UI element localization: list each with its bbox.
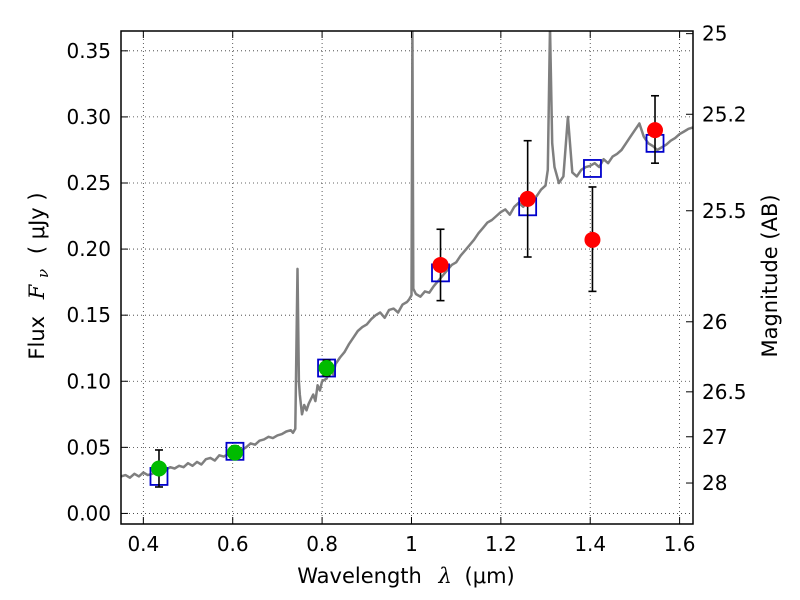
mag-tick-label: 25.2 — [702, 102, 747, 126]
axis-ticks: 0.4 0.6 0.8 1 1.2 1.4 1.6 0.00 0.05 0.10 0.15 0.20 0… — [66, 22, 746, 556]
series-model-photometry — [149, 133, 665, 486]
x-tick-label: 0.8 — [306, 532, 338, 556]
model-flux-square — [583, 159, 602, 178]
plot-frame — [120, 30, 694, 525]
observed-flux-point — [584, 231, 601, 248]
spectrum-line — [121, 31, 693, 479]
observed-flux-point — [519, 190, 536, 207]
y-axis-label-text: Flux — [25, 316, 49, 360]
x-tick-label: 1.4 — [574, 532, 606, 556]
series-nir-detections — [432, 94, 664, 302]
x-tick-label: 1.6 — [664, 532, 696, 556]
x-axis-label: Wavelength λ (μm) — [297, 564, 514, 588]
series-model-spectrum — [121, 31, 693, 479]
observed-flux-point — [318, 360, 335, 377]
observed-flux-point — [150, 460, 167, 477]
y-axis-label-symbol: F — [25, 283, 49, 300]
y-tick-label: 0.05 — [66, 435, 111, 459]
x-axis-label-text: Wavelength — [297, 564, 422, 588]
y-tick-label: 0.30 — [66, 105, 111, 129]
x-axis-label-unit: (μm) — [465, 564, 515, 588]
x-axis-label-symbol: λ — [438, 564, 452, 588]
mag-tick-label: 27 — [702, 425, 727, 449]
y-tick-label: 0.15 — [66, 303, 111, 327]
y-axis-label: Flux F ν ( μJy ) — [25, 192, 53, 359]
observed-flux-point — [432, 256, 449, 273]
series-optical-detections — [150, 359, 335, 488]
mag-tick-label: 26 — [702, 310, 727, 334]
observed-flux-point — [226, 444, 243, 461]
plot-series — [121, 31, 693, 488]
y-axis-label-unit: ( μJy ) — [25, 192, 49, 254]
y-tick-label: 0.35 — [66, 39, 111, 63]
x-tick-label: 0.4 — [127, 532, 159, 556]
y-axis-label-subscript: ν — [34, 269, 52, 278]
y2-axis-label: Magnitude (AB) — [758, 194, 782, 357]
grid — [121, 31, 693, 524]
y-tick-label: 0.25 — [66, 171, 111, 195]
observed-flux-point — [647, 122, 664, 139]
x-tick-label: 1.2 — [485, 532, 517, 556]
x-tick-label: 1 — [405, 532, 418, 556]
y-tick-label: 0.20 — [66, 237, 111, 261]
mag-tick-label: 26.5 — [702, 380, 747, 404]
mag-tick-label: 25.5 — [702, 199, 747, 223]
y-tick-label: 0.10 — [66, 369, 111, 393]
x-tick-label: 0.6 — [217, 532, 249, 556]
y-tick-label: 0.00 — [66, 501, 111, 525]
mag-tick-label: 28 — [702, 471, 727, 495]
mag-tick-label: 25 — [702, 22, 727, 46]
